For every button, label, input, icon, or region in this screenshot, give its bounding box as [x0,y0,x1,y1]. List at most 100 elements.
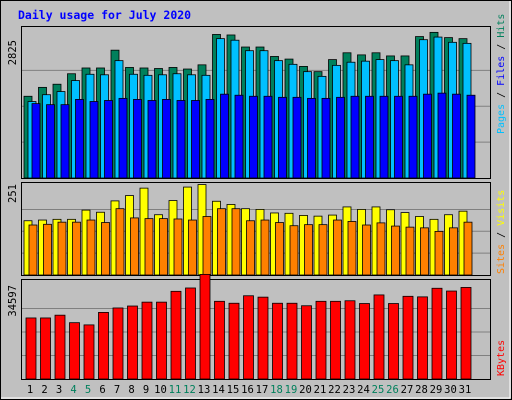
requests-pages-bar [118,97,128,179]
kbytes-kbytes-bar [170,290,182,380]
requests-pages-bar [379,95,389,179]
chart-title: Daily usage for July 2020 [18,8,191,22]
requests-pages-bar [292,96,302,179]
kbytes-kbytes-bar [141,301,153,380]
kbytes-kbytes-bar [40,317,51,380]
kbytes-kbytes-bar [402,295,414,380]
x-axis-labels: 1 2 3 4 5 6 7 8 9 10 11 12 13 14 15 16 17 18 19 20 21 22 23 24 2… [27,384,471,396]
x-tick-label: 15 [227,384,240,396]
visitors-max-label: 251 [7,184,19,203]
visitors-sites-bar [463,221,473,276]
kbytes-kbytes-bar [54,314,66,380]
visitors-sites-bar [28,224,38,276]
visitors-sites-bar [188,219,197,276]
x-tick-label: 23 [343,384,356,396]
requests-pages-bar [263,95,273,179]
x-tick-label: 29 [430,384,443,396]
requests-legend: Pages / Files / Hits [496,14,507,134]
legend-visits: Visits [496,190,507,226]
kbytes-kbytes-bar [25,317,37,380]
visitors-sites-bar [420,227,429,276]
kbytes-kbytes-bar [243,295,254,380]
legend-hits: Hits [496,14,507,38]
x-tick-label: 9 [143,384,149,396]
visitors-sites-bar [173,218,183,276]
visitors-sites-bar [275,222,284,276]
legend-pages: Pages [496,104,507,134]
requests-pages-bar [234,94,244,179]
requests-pages-bar [220,93,229,179]
kbytes-kbytes-bar [286,302,298,380]
kbytes-kbytes-bar [214,300,225,380]
requests-pages-bar [423,93,432,179]
kbytes-kbytes-bar [431,287,443,380]
requests-pages-bar [365,95,374,179]
requests-pages-bar [307,97,316,179]
requests-pages-bar [466,94,476,179]
requests-pages-bar [104,100,113,179]
kbytes-max-label: 34597 [7,285,19,317]
kbytes-kbytes-bar [417,296,428,380]
visitors-sites-bar [333,219,342,276]
kbytes-kbytes-bar [301,305,312,380]
x-tick-label: 3 [56,384,62,396]
kbytes-kbytes-bar [359,303,370,380]
visitors-sites-bar [347,221,357,276]
requests-pages-bar [249,95,258,179]
kbytes-kbytes-bar [460,287,472,380]
visitors-sites-bar [57,221,67,276]
requests-pages-bar [133,99,142,179]
visitors-sites-bar [86,219,96,276]
legend-files: Files [496,56,507,86]
kbytes-kbytes-bar [446,290,457,380]
x-tick-label: 27 [401,384,414,396]
x-tick-label: 22 [328,384,341,396]
bars [23,31,476,380]
visitors-sites-bar [318,224,328,276]
x-tick-label: 1 [27,384,33,396]
x-tick-label: 25 [372,384,385,396]
kbytes-kbytes-bar [112,307,124,380]
requests-pages-bar [75,99,84,179]
kbytes-kbytes-bar [127,305,138,380]
x-tick-label: 16 [241,384,254,396]
visitors-sites-bar [144,218,154,276]
x-tick-label: 11 [169,384,182,396]
kbytes-kbytes-bar [315,300,327,380]
x-tick-label: 14 [212,384,225,396]
x-tick-label: 8 [128,384,134,396]
x-tick-label: 12 [183,384,196,396]
requests-pages-bar [205,99,215,179]
visitors-sites-bar [289,225,299,276]
requests-pages-bar [46,104,55,179]
x-tick-label: 24 [357,384,370,396]
x-tick-label: 7 [114,384,120,396]
requests-pages-bar [176,100,186,179]
visitors-legend: Sites / Visits [496,190,507,274]
x-tick-label: 4 [70,384,76,396]
visitors-sites-bar [72,221,81,276]
visitors-sites-bar [101,222,110,276]
x-tick-label: 6 [99,384,105,396]
visitors-sites-bar [391,225,400,276]
visitors-sites-bar [362,224,371,276]
x-tick-label: 21 [314,384,327,396]
x-tick-label: 20 [299,384,312,396]
kbytes-kbytes-bar [257,296,269,380]
x-tick-label: 10 [154,384,167,396]
legend-kbytes: KBytes [496,340,507,376]
requests-pages-bar [60,104,70,179]
x-tick-label: 5 [85,384,91,396]
kbytes-kbytes-bar [373,294,385,380]
kbytes-kbytes-bar [330,300,341,380]
visitors-sites-bar [246,220,255,276]
x-tick-label: 26 [386,384,399,396]
kbytes-kbytes-bar [388,303,399,380]
requests-pages-bar [408,95,418,179]
x-tick-label: 30 [444,384,457,396]
requests-pages-bar [350,95,360,179]
kbytes-kbytes-bar [228,302,240,380]
requests-pages-bar [89,101,99,179]
requests-pages-bar [191,100,200,179]
